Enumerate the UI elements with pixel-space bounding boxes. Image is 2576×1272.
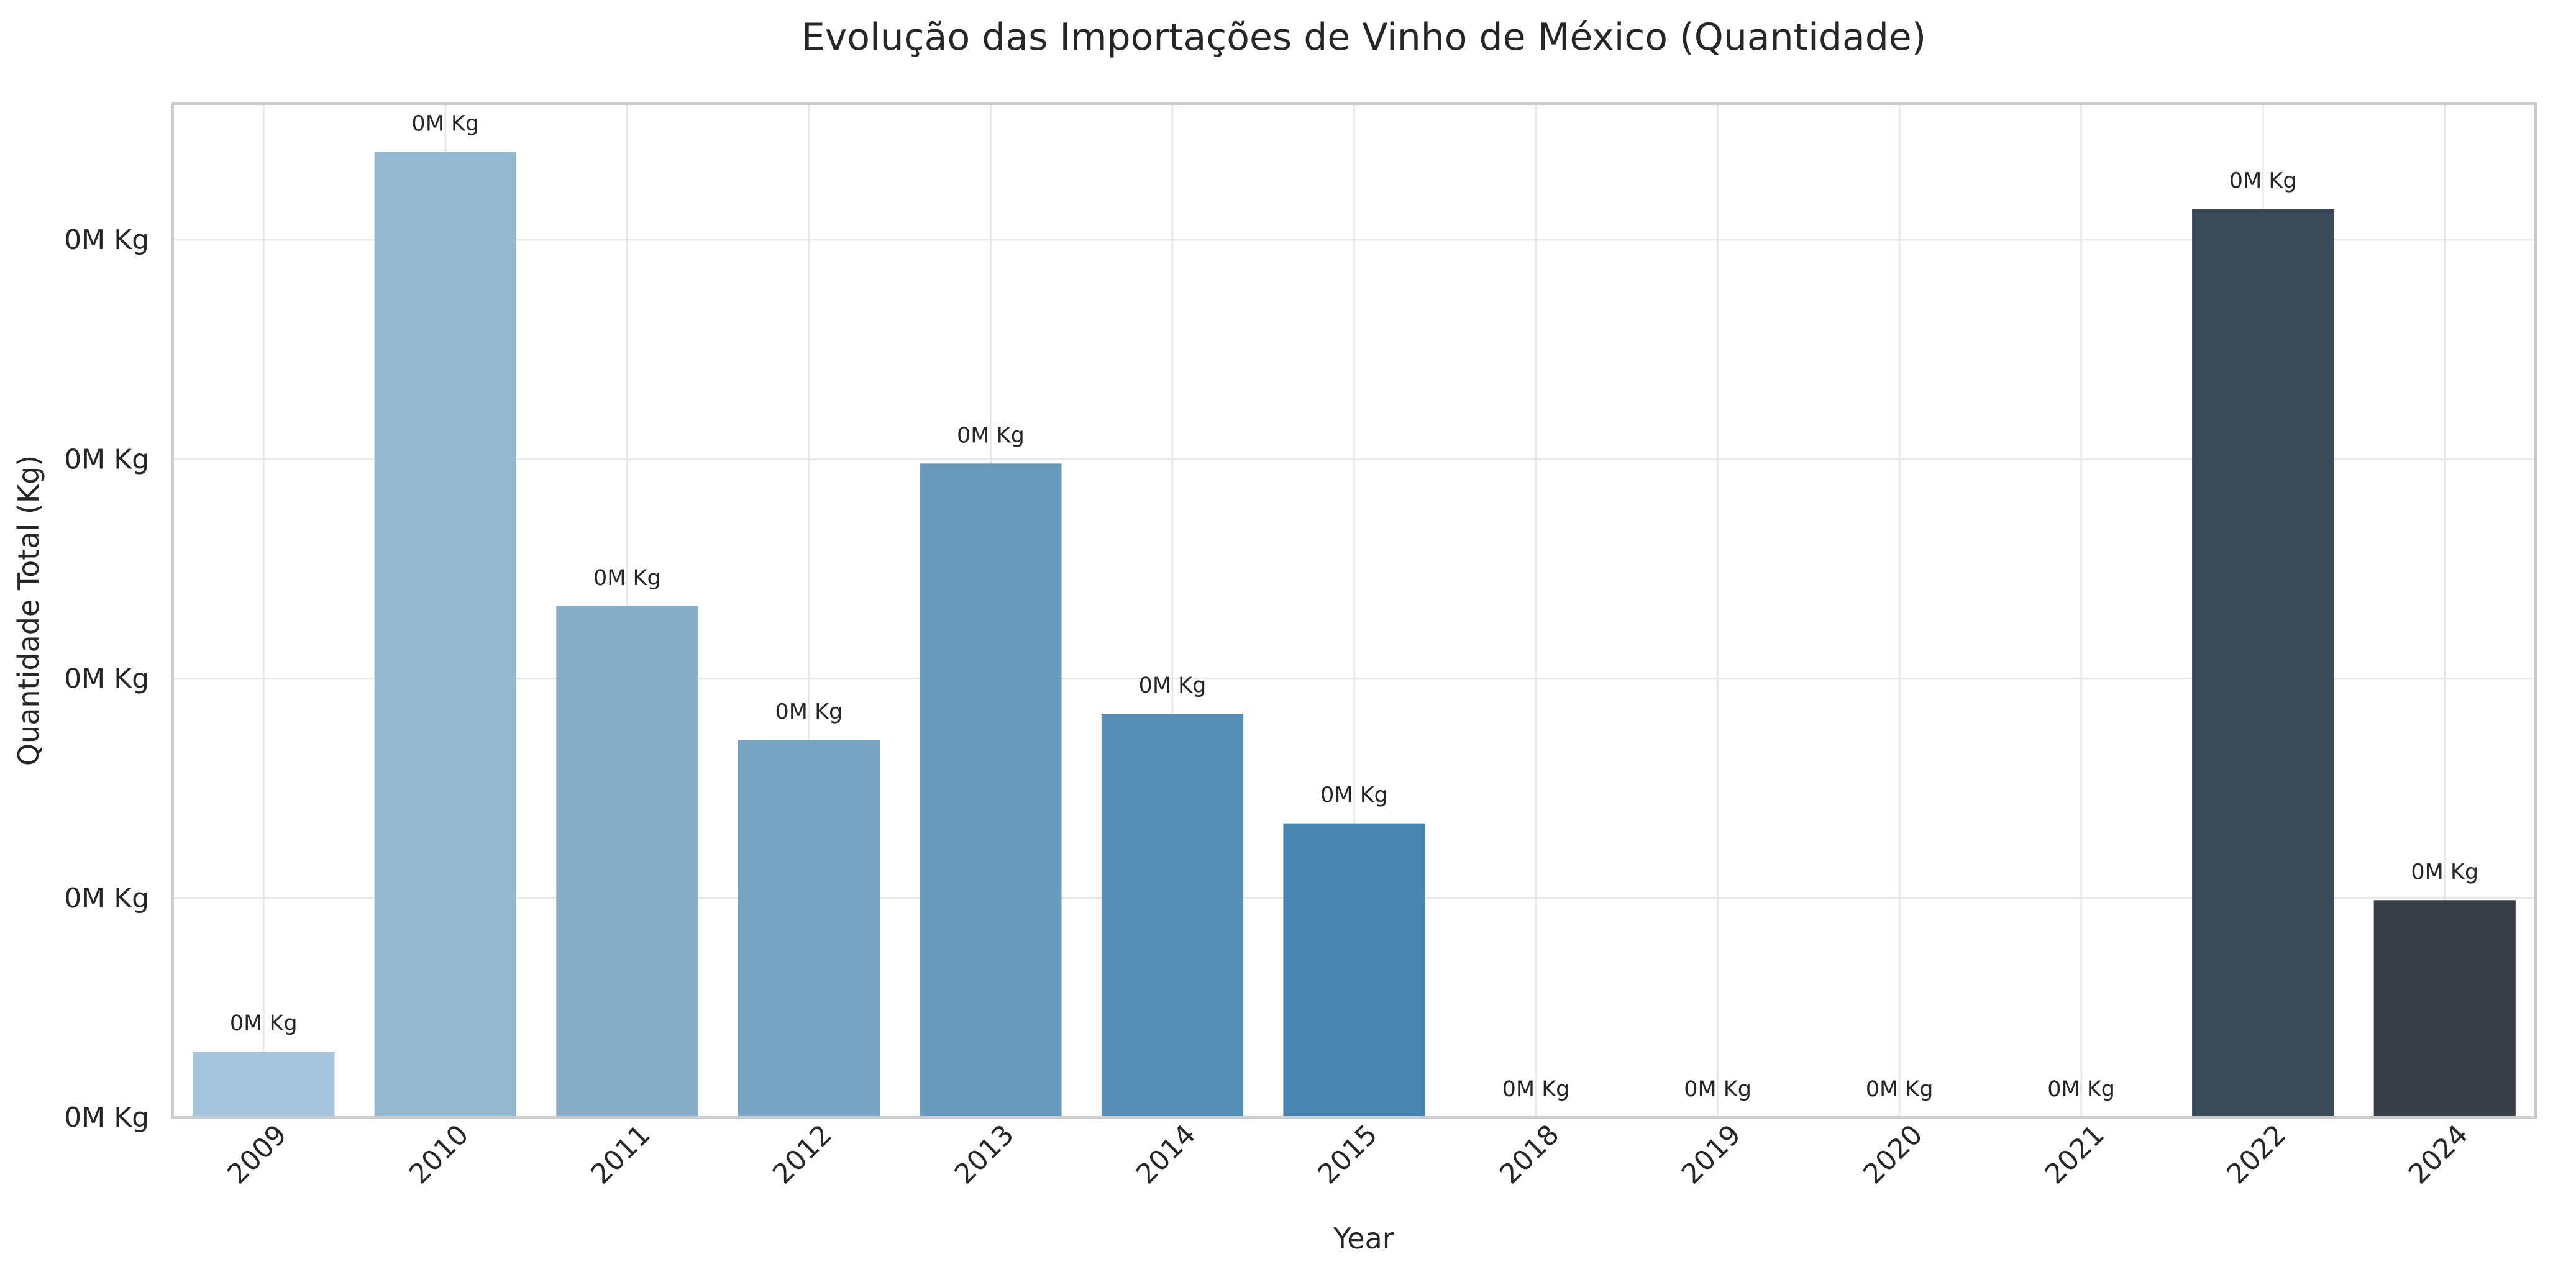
y-tick-label: 0M Kg — [64, 224, 149, 256]
plot-frame — [171, 102, 2537, 1119]
chart-title: Evolução das Importações de Vinho de Méx… — [802, 16, 1926, 59]
bar-2011 — [556, 606, 698, 1117]
data-label-2020: 0M Kg — [1866, 1077, 1934, 1102]
x-tick-label-2013: 2013 — [949, 1119, 1020, 1190]
bars — [193, 152, 2516, 1118]
bar-2012 — [738, 740, 880, 1117]
x-axis-label: Year — [1333, 1222, 1394, 1255]
data-label-2018: 0M Kg — [1502, 1077, 1570, 1102]
x-tick-label-2022: 2022 — [2221, 1119, 2292, 1190]
x-tick-label-2014: 2014 — [1130, 1119, 1202, 1190]
data-label-2009: 0M Kg — [230, 1011, 298, 1036]
x-axis-ticks: 2009 2010 2011 2012 2013 2014 2015 2018 2019 2020… — [221, 1119, 2474, 1190]
y-axis-label: Quantidade Total (Kg) — [12, 455, 45, 766]
bar-2022 — [2192, 209, 2334, 1117]
data-label-2019: 0M Kg — [1684, 1077, 1752, 1102]
x-tick-label-2015: 2015 — [1312, 1119, 1384, 1190]
bar-2010 — [374, 152, 516, 1118]
y-tick-label: 0M Kg — [64, 663, 149, 695]
data-labels: 0M Kg 0M Kg 0M Kg 0M Kg 0M Kg 0M Kg 0M Kg 0M Kg… — [230, 112, 2478, 1102]
x-tick-label-2012: 2012 — [767, 1119, 838, 1190]
data-label-2013: 0M Kg — [957, 423, 1025, 448]
data-label-2015: 0M Kg — [1320, 783, 1388, 808]
bar-2015 — [1283, 823, 1425, 1117]
x-tick-label-2009: 2009 — [221, 1119, 293, 1190]
x-tick-label-2020: 2020 — [1857, 1119, 1929, 1190]
x-tick-label-2011: 2011 — [585, 1119, 656, 1190]
y-axis-ticks: 0M Kg 0M Kg 0M Kg 0M Kg 0M Kg — [64, 224, 149, 1133]
bar-2013 — [920, 463, 1062, 1117]
x-tick-label-2021: 2021 — [2039, 1119, 2111, 1190]
x-tick-label-2018: 2018 — [1494, 1119, 1565, 1190]
x-tick-label-2024: 2024 — [2403, 1119, 2474, 1190]
data-label-2014: 0M Kg — [1139, 673, 1207, 698]
y-tick-label: 0M Kg — [64, 883, 149, 914]
x-tick-label-2019: 2019 — [1676, 1119, 1747, 1190]
data-label-2011: 0M Kg — [593, 566, 661, 591]
bar-2014 — [1101, 714, 1244, 1117]
data-label-2021: 0M Kg — [2047, 1077, 2115, 1102]
data-label-2012: 0M Kg — [775, 699, 843, 724]
y-tick-label: 0M Kg — [64, 1102, 149, 1133]
y-tick-label: 0M Kg — [64, 443, 149, 475]
x-tick-label-2010: 2010 — [403, 1119, 475, 1190]
data-label-2024: 0M Kg — [2411, 860, 2478, 884]
data-label-2010: 0M Kg — [411, 112, 479, 137]
bar-2009 — [193, 1052, 335, 1117]
data-label-2022: 0M Kg — [2229, 169, 2297, 194]
bar-2024 — [2373, 900, 2516, 1117]
